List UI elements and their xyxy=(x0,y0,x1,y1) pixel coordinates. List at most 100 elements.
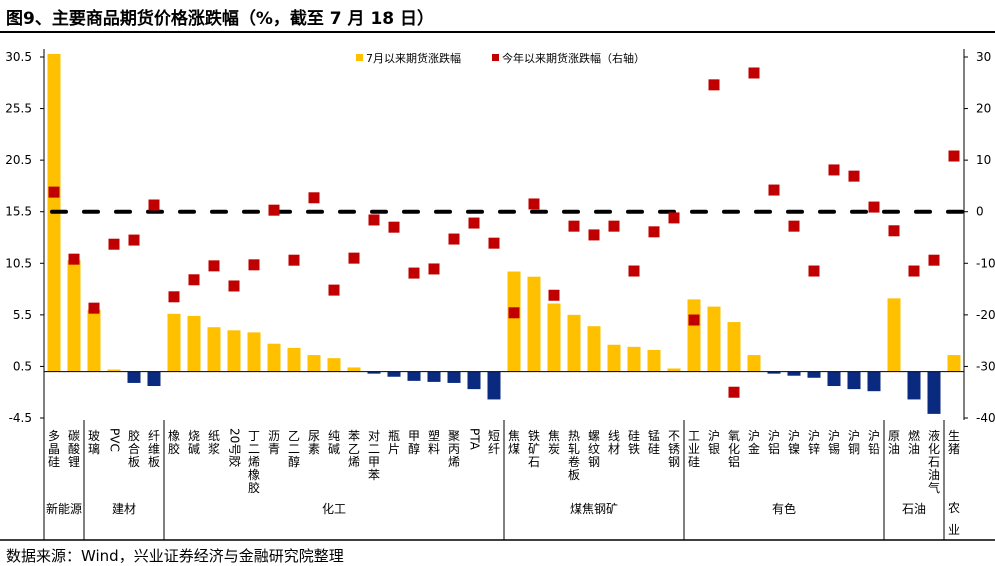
left-tick-label: 15.5 xyxy=(5,205,32,219)
marker-氧化铝 xyxy=(728,386,740,398)
marker-锰硅 xyxy=(648,226,660,238)
group-label: 农业 xyxy=(948,501,960,537)
group-label: 建材 xyxy=(112,502,136,516)
marker-螺纹钢 xyxy=(588,229,600,241)
bar-沥青 xyxy=(267,343,281,372)
bar-锰硅 xyxy=(647,349,661,372)
marker-焦煤 xyxy=(508,307,520,319)
marker-尿素 xyxy=(308,192,320,204)
marker-丁二烯橡胶 xyxy=(248,259,260,271)
marker-沪铜 xyxy=(848,170,860,182)
marker-苯乙烯 xyxy=(348,252,360,264)
bar-玻璃 xyxy=(87,309,101,372)
category-label: 沪镍 xyxy=(788,429,800,456)
bar-乙二醇 xyxy=(287,347,301,372)
marker-瓶片 xyxy=(388,221,400,233)
marker-工业硅 xyxy=(688,314,700,326)
legend-label-bar: 7月以来期货涨跌幅 xyxy=(366,51,461,65)
bar-纤维板 xyxy=(147,371,161,387)
bar-聚丙烯 xyxy=(447,371,461,383)
category-label: 螺纹钢 xyxy=(588,429,600,469)
category-label: 烧碱 xyxy=(188,429,200,456)
legend-swatch-marker xyxy=(492,54,499,61)
bar-沪铝 xyxy=(767,371,781,374)
category-label: PTA xyxy=(468,428,482,451)
category-label: 沪锡 xyxy=(828,429,840,456)
marker-塑料 xyxy=(428,263,440,275)
right-tick-label: 10 xyxy=(976,153,991,167)
right-tick-label: 30 xyxy=(976,50,991,64)
category-label: 纯碱 xyxy=(328,429,340,456)
category-label: 乙二醇 xyxy=(288,429,300,469)
category-label: 聚丙烯 xyxy=(448,429,460,469)
category-label: 铁矿石 xyxy=(528,429,540,469)
bar-尿素 xyxy=(307,355,321,372)
left-tick-label: 30.5 xyxy=(5,50,32,64)
bar-氧化铝 xyxy=(727,322,741,372)
bar-20号胶 xyxy=(227,330,241,372)
bar-丁二烯橡胶 xyxy=(247,332,261,372)
bar-原油 xyxy=(887,298,901,372)
marker-铁矿石 xyxy=(528,198,540,210)
bar-烧碱 xyxy=(187,315,201,372)
bar-液化石油气 xyxy=(927,371,941,414)
marker-20号胶 xyxy=(228,280,240,292)
category-label: 瓶片 xyxy=(388,429,400,456)
category-label: 碳酸锂 xyxy=(68,429,80,469)
category-label: 多晶硅 xyxy=(48,429,60,469)
left-tick-label: 10.5 xyxy=(5,256,32,270)
legend-label-marker: 今年以来期货涨跌幅（右轴） xyxy=(502,51,645,65)
marker-沪铅 xyxy=(868,201,880,213)
bar-不锈钢 xyxy=(667,368,681,372)
category-label: 橡胶 xyxy=(168,429,180,456)
bar-硅铁 xyxy=(627,346,641,372)
marker-纸浆 xyxy=(208,260,220,272)
category-label: 不锈钢 xyxy=(668,429,680,469)
marker-PTA xyxy=(468,217,480,229)
left-tick-label: 5.5 xyxy=(13,308,32,322)
category-label: 20号胶 xyxy=(228,428,243,467)
category-label: 沪锌 xyxy=(808,429,820,456)
source-note: 数据来源：Wind，兴业证券经济与金融研究院整理 xyxy=(6,547,344,565)
marker-焦炭 xyxy=(548,289,560,301)
marker-不锈钢 xyxy=(668,212,680,224)
left-tick-label: 25.5 xyxy=(5,102,32,116)
category-label: 沪银 xyxy=(708,429,720,456)
category-label: 尿素 xyxy=(308,429,320,456)
category-label: 锰硅 xyxy=(648,428,660,456)
bar-铁矿石 xyxy=(527,276,541,372)
bar-沪锡 xyxy=(827,371,841,387)
bar-橡胶 xyxy=(167,313,181,372)
bar-苯乙烯 xyxy=(347,367,361,372)
bar-沪锌 xyxy=(807,371,821,378)
marker-橡胶 xyxy=(168,291,180,303)
marker-沥青 xyxy=(268,204,280,216)
category-label: 液化石油气 xyxy=(928,428,940,495)
marker-多晶硅 xyxy=(48,186,60,198)
bar-PVC xyxy=(107,369,121,372)
bar-塑料 xyxy=(427,371,441,382)
marker-乙二醇 xyxy=(288,254,300,266)
group-label: 石油 xyxy=(902,502,926,516)
marker-短纤 xyxy=(488,237,500,249)
left-tick-label: 0.5 xyxy=(13,359,32,373)
marker-碳酸锂 xyxy=(68,253,80,265)
marker-PVC xyxy=(108,238,120,250)
category-label: 线材 xyxy=(608,429,620,456)
marker-玻璃 xyxy=(88,302,100,314)
bar-碳酸锂 xyxy=(67,260,81,372)
category-label: 硅铁 xyxy=(628,429,640,456)
bar-短纤 xyxy=(487,371,501,400)
category-label: 工业硅 xyxy=(688,429,700,469)
category-label: 胶合板 xyxy=(128,428,140,469)
right-tick-label: -40 xyxy=(976,411,995,425)
marker-沪锡 xyxy=(828,164,840,176)
group-label: 煤焦钢矿 xyxy=(570,502,618,516)
category-label: 氧化铝 xyxy=(728,429,740,469)
category-label: 短纤 xyxy=(488,429,500,456)
bar-甲醇 xyxy=(407,371,421,381)
bar-纸浆 xyxy=(207,327,221,372)
marker-沪铝 xyxy=(768,184,780,196)
group-label: 化工 xyxy=(322,502,346,516)
